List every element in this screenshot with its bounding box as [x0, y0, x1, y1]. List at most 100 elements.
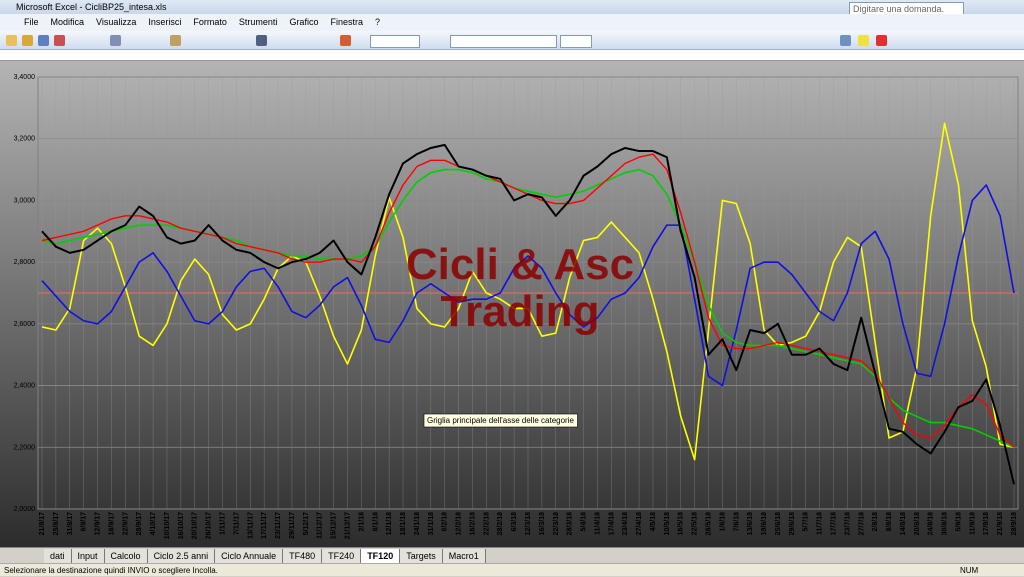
x-tick-label: 1/11/17	[220, 512, 227, 535]
x-tick-label: 16/10/17	[178, 512, 185, 539]
sheet-tabs: dati Input Calcolo Ciclo 2.5 anni Ciclo Annu…	[0, 547, 1024, 563]
menu-item[interactable]: Visualizza	[96, 17, 137, 27]
tooltip-box	[423, 413, 578, 428]
menu-item[interactable]: Inserisci	[148, 17, 182, 27]
x-tick-label: 4/5/18	[650, 512, 657, 532]
chart-button[interactable]	[256, 35, 267, 46]
size-box[interactable]	[560, 35, 592, 48]
x-tick-label: 15/12/17	[331, 512, 338, 539]
x-tick-label: 20/8/18	[914, 512, 921, 535]
sheet-tab[interactable]: Targets	[400, 549, 443, 563]
menu-item[interactable]: Strumenti	[238, 17, 278, 27]
print-button[interactable]	[54, 35, 65, 46]
formula-bar	[0, 50, 1024, 61]
x-tick-label: 12/3/18	[525, 512, 532, 535]
chart-area	[0, 61, 1024, 547]
sheet-tab[interactable]: Input	[71, 549, 105, 563]
status-bar: Selezionare la destinazione quindi INVIO…	[0, 563, 1024, 576]
x-tick-label: 12/9/17	[95, 512, 102, 535]
font-box[interactable]	[450, 35, 557, 48]
x-tick-label: 21/8/17	[39, 512, 46, 535]
x-tick-label: 24/8/18	[928, 512, 935, 535]
font-color-button[interactable]	[876, 35, 887, 46]
cut-button[interactable]	[110, 35, 121, 46]
zoom-box[interactable]	[370, 35, 420, 48]
menu-item[interactable]: Formato	[193, 17, 227, 27]
y-tick-label: 2,8000	[14, 259, 36, 266]
x-tick-label: 11/7/18	[817, 512, 824, 535]
x-tick-label: 17/7/18	[830, 512, 837, 535]
sheet-tab[interactable]: TF480	[283, 549, 323, 563]
x-tick-label: 31/1/18	[428, 512, 435, 535]
series-line	[41, 143, 1015, 485]
x-tick-label: 4/10/17	[150, 512, 157, 535]
paste-button[interactable]	[170, 35, 181, 46]
menu-item[interactable]: Finestra	[330, 17, 363, 27]
x-tick-label: 22/9/17	[122, 512, 129, 535]
x-tick-label: 6/9/17	[81, 512, 88, 532]
window-title: Microsoft Excel - CicliBP25_intesa.xls	[16, 2, 167, 12]
x-tick-label: 5/7/18	[803, 512, 810, 532]
status-message: Selezionare la destinazione quindi INVIO…	[4, 566, 218, 575]
fill-button[interactable]	[858, 35, 869, 46]
chart: 21/8/17 25/8/17 31/8/17 6/9/17 12/9/17 18/9/1…	[0, 61, 1024, 547]
sheet-tab[interactable]: Ciclo 2.5 anni	[147, 549, 216, 563]
sheet-tab[interactable]: dati	[44, 549, 72, 563]
x-tick-label: 19/6/18	[761, 512, 768, 535]
x-tick-label: 24/1/18	[414, 512, 421, 535]
menu-item[interactable]: ?	[374, 17, 380, 27]
borders-button[interactable]	[840, 35, 851, 46]
x-tick-label: 23/4/18	[622, 512, 629, 535]
x-tick-label: 23/7/18	[844, 512, 851, 535]
x-tick-label: 25/6/18	[775, 512, 782, 535]
x-tick-label: 18/1/18	[400, 512, 407, 535]
x-tick-label: 28/5/18	[706, 512, 713, 535]
x-tick-label: 13/11/17	[247, 512, 254, 539]
x-tick-label: 23/11/17	[275, 512, 282, 539]
y-tick-label: 3,4000	[14, 74, 36, 81]
num-indicator: NUM	[960, 566, 979, 575]
menu-item[interactable]: Grafico	[289, 17, 319, 27]
sheet-tab[interactable]: Ciclo Annuale	[215, 549, 284, 563]
x-tick-label: 11/4/18	[594, 512, 601, 535]
x-tick-label: 2/8/18	[872, 512, 879, 532]
x-tick-label: 16/5/18	[678, 512, 685, 535]
x-tick-label: 12/2/18	[456, 512, 463, 535]
y-tick-label: 3,2000	[14, 136, 36, 143]
x-tick-label: 11/12/17	[317, 512, 324, 539]
x-tick-label: 30/8/18	[942, 512, 949, 535]
x-tick-label: 10/5/18	[664, 512, 671, 535]
x-tick-label: 20/10/17	[192, 512, 199, 539]
sheet-tab[interactable]: Calcolo	[104, 549, 148, 563]
x-tick-label: 6/3/18	[511, 512, 518, 532]
x-tick-label: 5/4/18	[581, 512, 588, 532]
x-tick-label: 8/8/18	[886, 512, 893, 532]
sheet-tab[interactable]: Macro1	[442, 549, 486, 563]
x-tick-label: 31/8/17	[67, 512, 74, 535]
x-tick-label: 5/12/17	[303, 512, 310, 535]
menu-item[interactable]: File	[24, 17, 39, 27]
x-tick-label: 14/8/18	[900, 512, 907, 535]
x-tick-label: 21/12/17	[344, 512, 351, 539]
tooltip: Griglia principale dell'asse delle categ…	[427, 416, 574, 425]
series-line	[41, 122, 1015, 461]
x-tick-label: 10/10/17	[164, 512, 171, 539]
open-button[interactable]	[22, 35, 33, 46]
x-tick-label: 17/4/18	[608, 512, 615, 535]
sheet-tab[interactable]: TF120	[361, 549, 401, 563]
save-button[interactable]	[38, 35, 49, 46]
x-tick-label: 18/9/17	[108, 512, 115, 535]
chart-wizard-button[interactable]	[340, 35, 351, 46]
sheet-tab[interactable]: TF240	[322, 549, 362, 563]
x-tick-label: 28/3/18	[567, 512, 574, 535]
x-tick-label: 28/9/18	[1011, 512, 1018, 535]
y-tick-label: 3,0000	[14, 197, 36, 204]
x-tick-label: 27/4/18	[636, 512, 643, 535]
new-button[interactable]	[6, 35, 17, 46]
menu-bar: File Modifica Visualizza Inserisci Formato St…	[0, 14, 1024, 31]
y-tick-label: 2,2000	[14, 444, 36, 451]
menu-item[interactable]: Modifica	[50, 17, 85, 27]
y-tick-label: 2,4000	[14, 383, 36, 390]
x-tick-label: 16/3/18	[539, 512, 546, 535]
